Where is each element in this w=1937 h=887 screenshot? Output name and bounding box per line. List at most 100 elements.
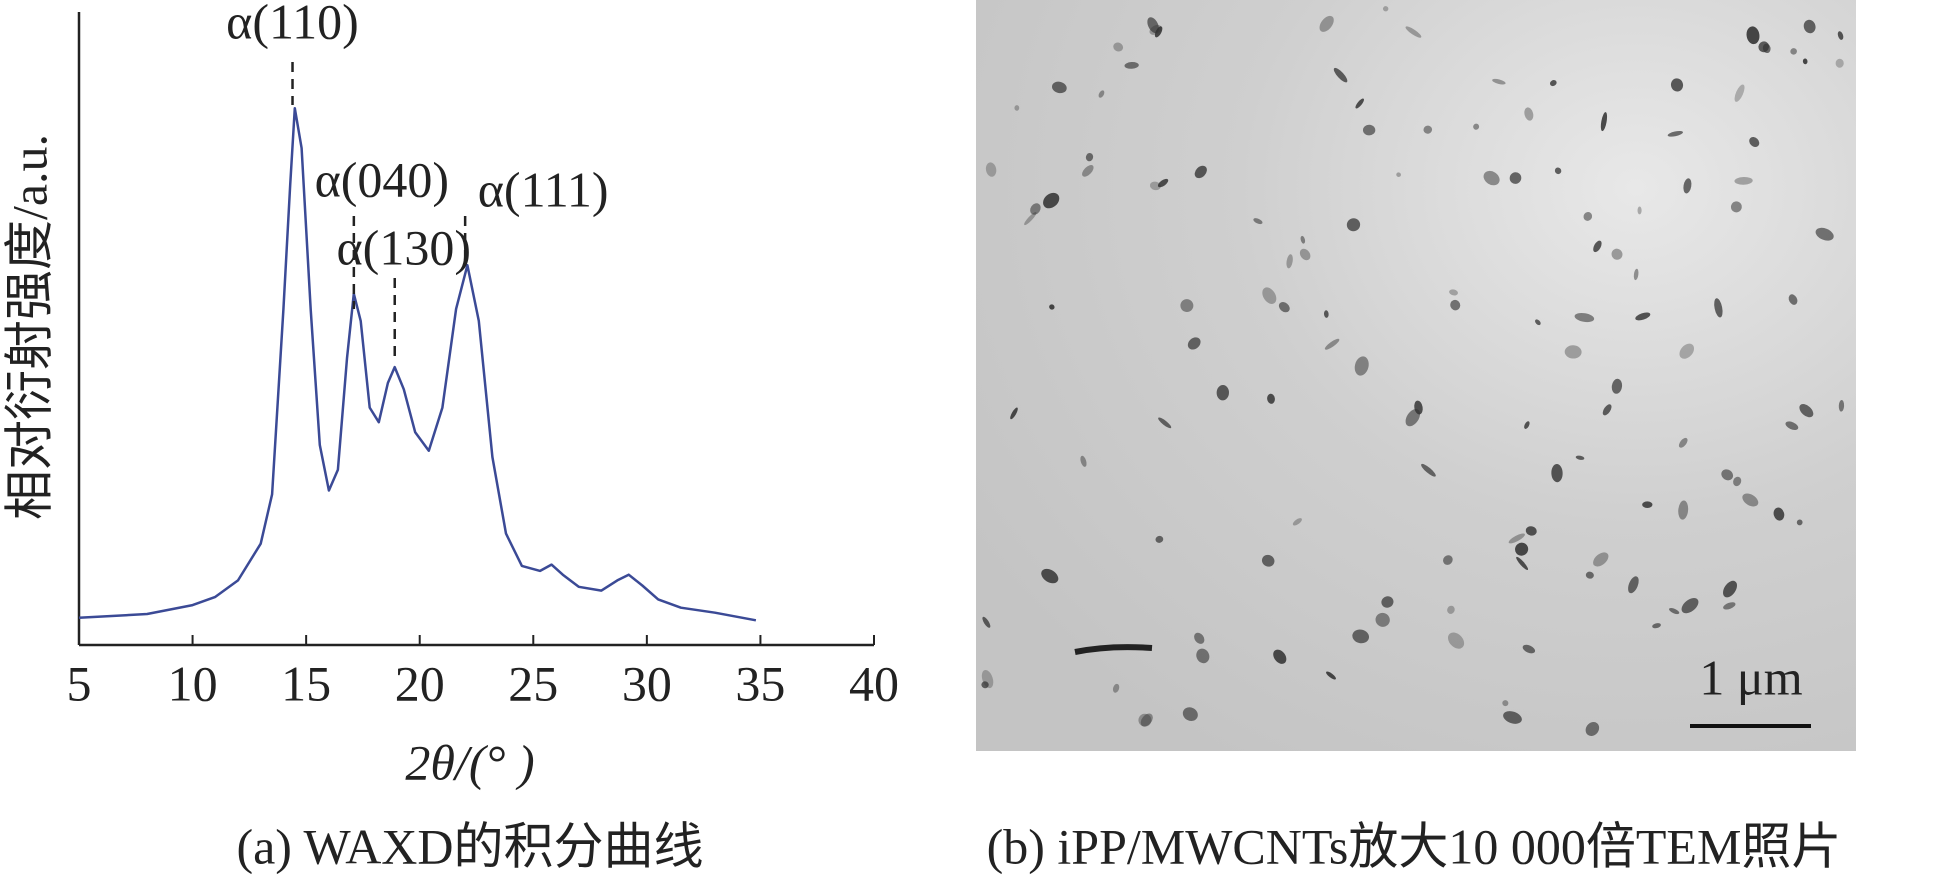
speck bbox=[1483, 170, 1500, 186]
speck bbox=[1785, 421, 1799, 431]
speck bbox=[1681, 598, 1699, 614]
speck bbox=[1721, 469, 1734, 481]
speck bbox=[1788, 294, 1798, 305]
speck bbox=[981, 681, 989, 689]
speck bbox=[1196, 648, 1210, 664]
speck bbox=[1551, 464, 1563, 483]
speck bbox=[1549, 80, 1557, 87]
speck bbox=[1405, 409, 1421, 427]
speck bbox=[1509, 172, 1522, 184]
speck bbox=[1473, 123, 1480, 130]
speck bbox=[1723, 580, 1738, 598]
speck bbox=[1414, 400, 1423, 415]
speck bbox=[1041, 568, 1059, 584]
speck bbox=[1278, 302, 1290, 313]
speck bbox=[1524, 421, 1530, 429]
speck bbox=[1730, 201, 1742, 213]
speck bbox=[1508, 533, 1525, 544]
speck bbox=[982, 616, 991, 628]
speck bbox=[1155, 535, 1164, 543]
speck bbox=[1382, 6, 1389, 12]
speck bbox=[1158, 417, 1172, 429]
speck bbox=[1502, 700, 1509, 707]
speck bbox=[1652, 623, 1661, 629]
speck bbox=[1503, 711, 1522, 724]
speck bbox=[1593, 240, 1602, 253]
speck bbox=[1678, 437, 1688, 448]
speck bbox=[1182, 707, 1198, 721]
speck bbox=[1286, 254, 1293, 269]
speck bbox=[1554, 167, 1562, 175]
speck bbox=[1734, 176, 1753, 185]
speck bbox=[1611, 248, 1623, 260]
speck bbox=[1838, 400, 1845, 412]
speck bbox=[1773, 507, 1785, 521]
speck bbox=[1319, 15, 1334, 32]
speck bbox=[1679, 343, 1695, 359]
speck bbox=[1194, 632, 1205, 644]
caption-b: (b) iPP/MWCNTs放大10 000倍TEM照片 bbox=[987, 818, 1842, 874]
annotation-label: α(111) bbox=[478, 161, 609, 217]
x-axis-label: 2θ/(° ) bbox=[405, 734, 534, 790]
x-tick-label: 30 bbox=[622, 655, 672, 711]
speck bbox=[1633, 268, 1639, 281]
speck bbox=[1346, 218, 1361, 232]
speck bbox=[1216, 385, 1229, 401]
speck bbox=[1333, 67, 1348, 83]
speck bbox=[1835, 58, 1844, 68]
x-tick-label: 5 bbox=[67, 655, 92, 711]
speck bbox=[1180, 299, 1194, 313]
speck bbox=[1010, 407, 1018, 420]
speck bbox=[1450, 299, 1461, 311]
speck bbox=[1635, 312, 1651, 321]
speck bbox=[1447, 605, 1455, 614]
speck bbox=[1516, 556, 1529, 571]
speck bbox=[1352, 629, 1370, 644]
speck bbox=[1790, 48, 1797, 55]
speck bbox=[1749, 137, 1760, 148]
speck bbox=[1600, 112, 1608, 132]
speck bbox=[1326, 671, 1336, 680]
tem-background bbox=[976, 0, 1856, 751]
speck bbox=[1112, 683, 1120, 693]
speck bbox=[1362, 124, 1376, 136]
speck bbox=[1583, 212, 1593, 221]
speck bbox=[1080, 455, 1087, 467]
speck bbox=[1525, 526, 1537, 536]
speck bbox=[1187, 337, 1201, 350]
speck bbox=[1253, 218, 1263, 225]
speck bbox=[1405, 26, 1422, 38]
speck bbox=[1585, 722, 1600, 736]
x-tick-label: 20 bbox=[395, 655, 445, 711]
speck bbox=[1667, 130, 1683, 137]
speck bbox=[1593, 552, 1609, 567]
x-tick-label: 10 bbox=[168, 655, 218, 711]
speck bbox=[1355, 98, 1364, 109]
speck bbox=[1085, 152, 1094, 162]
x-tick-label: 35 bbox=[735, 655, 785, 711]
speck bbox=[1421, 463, 1436, 477]
annotation-label: α(040) bbox=[315, 151, 450, 207]
speck bbox=[1154, 26, 1163, 38]
speck bbox=[1670, 78, 1684, 92]
speck bbox=[1564, 345, 1582, 359]
speck bbox=[1324, 338, 1340, 350]
speck bbox=[1524, 107, 1534, 121]
speck bbox=[1299, 248, 1311, 261]
speck bbox=[1574, 312, 1595, 323]
speck bbox=[1396, 172, 1401, 177]
speck bbox=[1585, 571, 1594, 579]
speck bbox=[1262, 287, 1277, 304]
speck bbox=[1014, 105, 1020, 111]
speck bbox=[1837, 31, 1844, 40]
annotation-label: α(130) bbox=[336, 219, 471, 275]
x-tick-label: 25 bbox=[508, 655, 558, 711]
speck bbox=[985, 162, 997, 177]
speck bbox=[1443, 555, 1453, 565]
speck bbox=[1515, 542, 1529, 556]
speck bbox=[1354, 356, 1369, 376]
speck bbox=[1637, 206, 1642, 215]
speck bbox=[1714, 298, 1723, 318]
annotation-label: α(110) bbox=[226, 0, 359, 49]
